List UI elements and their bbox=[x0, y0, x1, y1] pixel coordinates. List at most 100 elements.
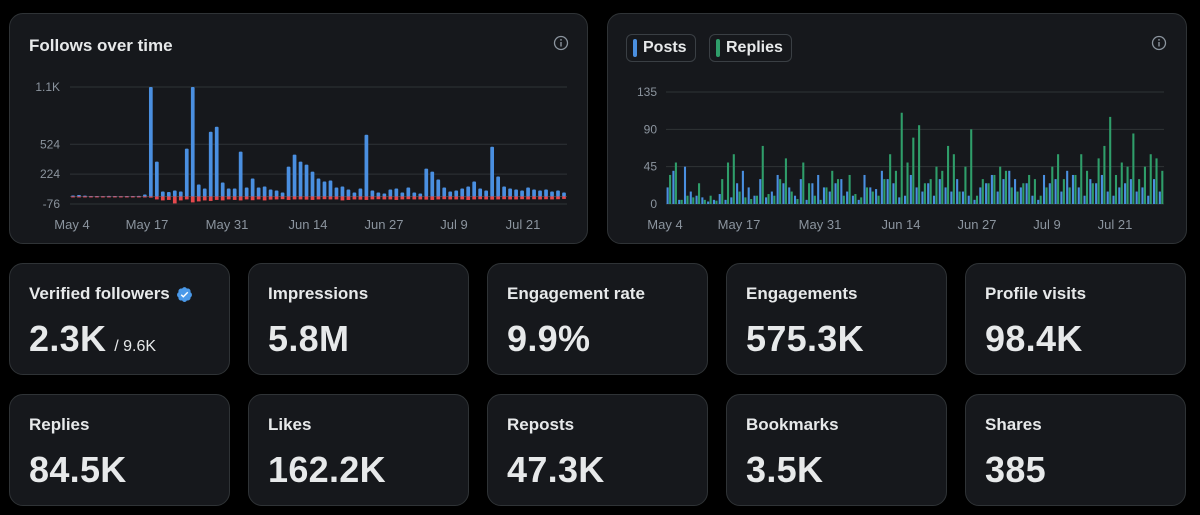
posts-bar[interactable] bbox=[1141, 187, 1144, 204]
replies-bar[interactable] bbox=[889, 154, 892, 204]
replies-bar[interactable] bbox=[1114, 174, 1118, 204]
follows-lost-bar[interactable] bbox=[101, 196, 105, 198]
follows-gained-bar[interactable] bbox=[550, 191, 554, 197]
metric-card-impressions[interactable]: Impressions 5.8M bbox=[248, 263, 469, 375]
posts-bar[interactable] bbox=[724, 199, 727, 204]
follows-lost-bar[interactable] bbox=[95, 196, 99, 198]
replies-bar[interactable] bbox=[883, 179, 886, 204]
follows-lost-bar[interactable] bbox=[83, 196, 87, 198]
replies-bar[interactable] bbox=[1074, 174, 1077, 204]
follows-lost-bar[interactable] bbox=[256, 196, 261, 200]
follows-gained-bar[interactable] bbox=[244, 187, 249, 197]
posts-bar[interactable] bbox=[718, 194, 721, 204]
posts-bar[interactable] bbox=[1008, 170, 1011, 204]
follows-gained-bar[interactable] bbox=[358, 188, 363, 197]
follows-lost-bar[interactable] bbox=[466, 196, 471, 200]
replies-bar[interactable] bbox=[721, 179, 724, 204]
follows-gained-bar[interactable] bbox=[172, 190, 177, 197]
follows-lost-bar[interactable] bbox=[268, 196, 273, 200]
posts-bar[interactable] bbox=[1112, 195, 1115, 204]
replies-bar[interactable] bbox=[744, 197, 747, 204]
follows-lost-bar[interactable] bbox=[448, 196, 453, 200]
follows-gained-bar[interactable] bbox=[250, 178, 255, 197]
replies-bar[interactable] bbox=[1057, 154, 1060, 204]
metric-card-shares[interactable]: Shares 385 bbox=[965, 394, 1186, 506]
replies-bar[interactable] bbox=[825, 187, 828, 204]
follows-gained-bar[interactable] bbox=[514, 189, 518, 197]
follows-gained-bar[interactable] bbox=[532, 189, 536, 197]
follows-lost-bar[interactable] bbox=[148, 196, 153, 198]
posts-bar[interactable] bbox=[1083, 195, 1086, 204]
posts-bar[interactable] bbox=[683, 166, 687, 204]
replies-bar[interactable] bbox=[1143, 166, 1146, 204]
posts-bar[interactable] bbox=[730, 197, 733, 204]
replies-bar[interactable] bbox=[987, 183, 990, 204]
replies-bar[interactable] bbox=[1149, 154, 1152, 204]
replies-bar[interactable] bbox=[894, 170, 897, 204]
follows-gained-bar[interactable] bbox=[286, 166, 291, 197]
replies-bar[interactable] bbox=[1109, 116, 1112, 204]
posts-bar[interactable] bbox=[1124, 183, 1127, 204]
replies-bar[interactable] bbox=[750, 199, 753, 204]
posts-bar[interactable] bbox=[672, 170, 675, 204]
follows-gained-bar[interactable] bbox=[160, 191, 165, 197]
follows-lost-bar[interactable] bbox=[544, 196, 548, 200]
follows-lost-bar[interactable] bbox=[340, 196, 345, 201]
follows-gained-bar[interactable] bbox=[544, 189, 548, 197]
follows-lost-bar[interactable] bbox=[526, 196, 530, 200]
replies-bar[interactable] bbox=[923, 183, 926, 204]
follows-gained-bar[interactable] bbox=[340, 186, 345, 197]
follows-gained-bar[interactable] bbox=[466, 186, 471, 197]
posts-bar[interactable] bbox=[805, 199, 808, 204]
follows-gained-bar[interactable] bbox=[178, 191, 183, 197]
follows-gained-bar[interactable] bbox=[520, 190, 524, 197]
replies-bar[interactable] bbox=[952, 154, 955, 204]
follows-lost-bar[interactable] bbox=[250, 196, 255, 201]
follows-lost-bar[interactable] bbox=[514, 196, 518, 200]
posts-bar[interactable] bbox=[741, 170, 744, 204]
follows-gained-bar[interactable] bbox=[304, 164, 309, 197]
replies-bar[interactable] bbox=[1161, 170, 1164, 204]
follows-lost-bar[interactable] bbox=[244, 196, 249, 200]
follows-gained-bar[interactable] bbox=[292, 154, 297, 197]
follows-gained-bar[interactable] bbox=[280, 192, 285, 197]
posts-bar[interactable] bbox=[985, 183, 988, 204]
replies-bar[interactable] bbox=[906, 162, 909, 204]
info-icon[interactable] bbox=[553, 35, 569, 51]
replies-bar[interactable] bbox=[877, 195, 880, 204]
replies-bar[interactable] bbox=[865, 187, 869, 204]
follows-lost-bar[interactable] bbox=[478, 196, 483, 200]
replies-bar[interactable] bbox=[912, 137, 915, 204]
replies-bar[interactable] bbox=[813, 195, 816, 204]
legend-posts[interactable]: Posts bbox=[626, 34, 696, 62]
posts-bar[interactable] bbox=[869, 187, 872, 204]
legend-replies[interactable]: Replies bbox=[709, 34, 792, 62]
follows-gained-bar[interactable] bbox=[154, 161, 159, 197]
follows-gained-bar[interactable] bbox=[298, 161, 303, 197]
posts-bar[interactable] bbox=[678, 199, 681, 204]
follows-lost-bar[interactable] bbox=[107, 196, 111, 198]
follows-lost-bar[interactable] bbox=[214, 196, 219, 200]
posts-bar[interactable] bbox=[903, 195, 907, 204]
posts-bar[interactable] bbox=[1014, 179, 1017, 204]
follows-gained-bar[interactable] bbox=[370, 190, 375, 197]
replies-bar[interactable] bbox=[999, 166, 1002, 204]
follows-gained-bar[interactable] bbox=[382, 193, 387, 197]
posts-bar[interactable] bbox=[851, 195, 854, 204]
follows-gained-bar[interactable] bbox=[220, 182, 225, 197]
replies-bar[interactable] bbox=[975, 195, 979, 204]
follows-lost-bar[interactable] bbox=[328, 196, 333, 200]
posts-bar[interactable] bbox=[799, 179, 802, 204]
follows-lost-bar[interactable] bbox=[334, 196, 339, 200]
follows-lost-bar[interactable] bbox=[316, 196, 321, 200]
posts-bar[interactable] bbox=[666, 187, 669, 204]
follows-lost-bar[interactable] bbox=[208, 196, 213, 201]
follows-lost-bar[interactable] bbox=[490, 196, 495, 200]
follows-lost-bar[interactable] bbox=[376, 196, 381, 200]
posts-bar[interactable] bbox=[776, 174, 779, 204]
posts-bar[interactable] bbox=[828, 191, 831, 204]
posts-bar[interactable] bbox=[863, 174, 866, 204]
follows-lost-bar[interactable] bbox=[430, 196, 435, 200]
follows-gained-bar[interactable] bbox=[424, 168, 429, 197]
follows-gained-bar[interactable] bbox=[448, 191, 453, 197]
